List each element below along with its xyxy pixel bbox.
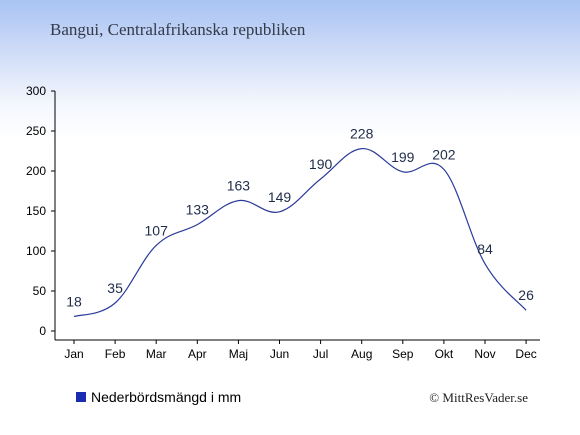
data-label: 202 bbox=[432, 146, 456, 162]
data-label: 199 bbox=[391, 149, 415, 165]
data-label: 18 bbox=[66, 294, 82, 310]
x-tick-label: Apr bbox=[188, 347, 207, 361]
y-tick-label: 100 bbox=[26, 244, 46, 258]
data-label: 26 bbox=[518, 287, 534, 303]
data-label: 190 bbox=[309, 156, 333, 172]
copyright-text: © MittResVader.se bbox=[429, 390, 528, 405]
x-tick-label: Maj bbox=[229, 347, 248, 361]
legend-swatch bbox=[76, 392, 86, 402]
x-tick-label: Jan bbox=[64, 347, 83, 361]
legend-label: Nederbördsmängd i mm bbox=[91, 389, 242, 405]
x-tick-label: Sep bbox=[392, 347, 414, 361]
data-label: 133 bbox=[186, 202, 210, 218]
x-tick-label: Okt bbox=[435, 347, 454, 361]
y-tick-label: 50 bbox=[33, 284, 47, 298]
chart-title: Bangui, Centralafrikanska republiken bbox=[50, 20, 306, 39]
legend: Nederbördsmängd i mm bbox=[76, 389, 241, 405]
y-tick-label: 200 bbox=[26, 164, 46, 178]
x-tick-label: Jul bbox=[313, 347, 328, 361]
data-label: 149 bbox=[268, 189, 292, 205]
y-tick-label: 250 bbox=[26, 124, 46, 138]
data-label: 228 bbox=[350, 126, 374, 142]
data-label: 107 bbox=[145, 222, 169, 238]
x-tick-label: Mar bbox=[146, 347, 167, 361]
data-label: 163 bbox=[227, 178, 251, 194]
precipitation-line bbox=[73, 147, 527, 318]
y-tick-label: 300 bbox=[26, 84, 46, 98]
y-tick-label: 150 bbox=[26, 204, 46, 218]
x-tick-label: Aug bbox=[351, 347, 372, 361]
x-tick-label: Feb bbox=[105, 347, 126, 361]
x-tick-label: Jun bbox=[270, 347, 289, 361]
x-tick-label: Dec bbox=[515, 347, 536, 361]
data-label: 84 bbox=[477, 241, 493, 257]
y-tick-label: 0 bbox=[39, 324, 46, 338]
data-label: 35 bbox=[107, 280, 123, 296]
x-tick-label: Nov bbox=[474, 347, 495, 361]
